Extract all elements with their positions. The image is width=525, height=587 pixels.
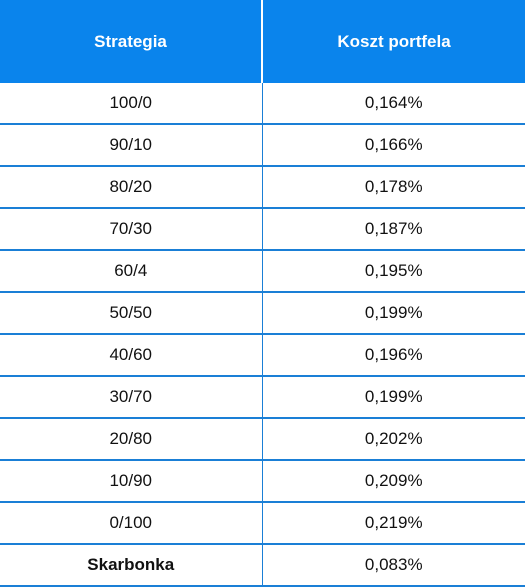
- cost-cell: 0,202%: [262, 418, 525, 461]
- cost-cell: 0,219%: [262, 502, 525, 545]
- header-strategia: Strategia: [0, 0, 263, 83]
- cost-cell: 0,209%: [262, 460, 525, 503]
- table-header: Strategia Koszt portfela: [0, 0, 525, 83]
- strategy-cell: 80/20: [0, 166, 263, 209]
- header-koszt-portfela: Koszt portfela: [262, 0, 525, 83]
- table-row: 20/80 0,202%: [0, 418, 525, 461]
- strategy-cell: 40/60: [0, 334, 263, 377]
- strategy-cell: 30/70: [0, 376, 263, 419]
- cost-cell: 0,166%: [262, 124, 525, 167]
- cost-cell: 0,199%: [262, 376, 525, 419]
- cost-cell: 0,187%: [262, 208, 525, 251]
- strategy-cell: 10/90: [0, 460, 263, 503]
- table-row: 80/20 0,178%: [0, 166, 525, 209]
- table-row: 10/90 0,209%: [0, 460, 525, 503]
- cost-cell: 0,178%: [262, 166, 525, 209]
- table-row: 100/0 0,164%: [0, 83, 525, 125]
- strategy-cell: 70/30: [0, 208, 263, 251]
- cost-cell: 0,199%: [262, 292, 525, 335]
- table-row: 40/60 0,196%: [0, 334, 525, 377]
- cost-cell: 0,164%: [262, 83, 525, 125]
- table-row: 0/100 0,219%: [0, 502, 525, 545]
- table-row: 70/30 0,187%: [0, 208, 525, 251]
- cost-cell: 0,195%: [262, 250, 525, 293]
- strategy-cell: 20/80: [0, 418, 263, 461]
- table-row: 50/50 0,199%: [0, 292, 525, 335]
- table-row: 60/4 0,195%: [0, 250, 525, 293]
- cost-cell: 0,196%: [262, 334, 525, 377]
- strategy-cell: 0/100: [0, 502, 263, 545]
- header-row: Strategia Koszt portfela: [0, 0, 525, 83]
- table-row: 30/70 0,199%: [0, 376, 525, 419]
- strategy-cell: 60/4: [0, 250, 263, 293]
- strategy-cell: 100/0: [0, 83, 263, 125]
- strategy-cell: 90/10: [0, 124, 263, 167]
- table-row: 90/10 0,166%: [0, 124, 525, 167]
- table-body: 100/0 0,164% 90/10 0,166% 80/20 0,178% 70/30 0,…: [0, 83, 525, 587]
- strategy-cell: 50/50: [0, 292, 263, 335]
